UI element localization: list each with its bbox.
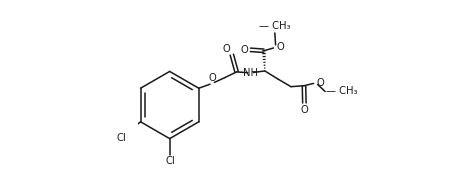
- Text: — CH₃: — CH₃: [259, 21, 290, 31]
- Text: O: O: [316, 78, 324, 88]
- Text: O: O: [208, 73, 216, 83]
- Text: NH: NH: [243, 68, 258, 78]
- Text: O: O: [300, 105, 308, 115]
- Text: Cl: Cl: [117, 133, 126, 143]
- Text: — CH₃: — CH₃: [326, 86, 358, 97]
- Text: O: O: [276, 42, 284, 52]
- Text: O: O: [222, 44, 230, 54]
- Text: Cl: Cl: [166, 156, 176, 166]
- Text: O: O: [241, 45, 249, 55]
